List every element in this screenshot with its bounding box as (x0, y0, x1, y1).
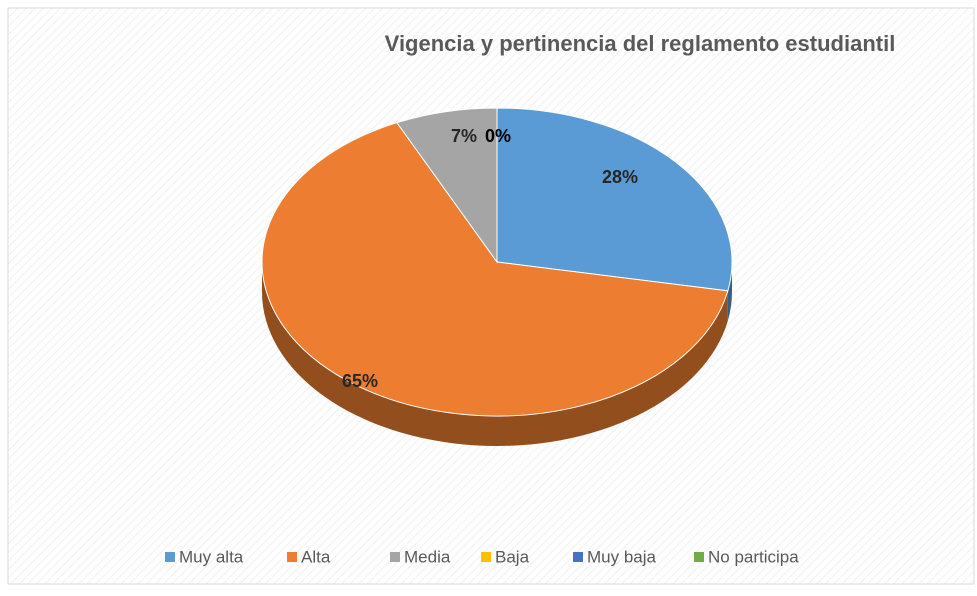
legend-swatch (481, 552, 491, 562)
legend-label: Muy alta (179, 547, 244, 566)
legend-swatch (390, 552, 400, 562)
data-label: 0% (485, 126, 511, 146)
data-label: 7% (451, 126, 477, 146)
slice (261, 122, 729, 417)
data-label: 65% (342, 371, 378, 391)
data-label: 28% (602, 167, 638, 187)
slice-side (262, 262, 728, 446)
legend-label: No participa (708, 547, 799, 566)
legend-label: Muy baja (587, 547, 657, 566)
legend-swatch (165, 552, 175, 562)
legend-swatch (694, 552, 704, 562)
chart-title: Vigencia y pertinencia del reglamento es… (385, 31, 896, 56)
legend-label: Baja (495, 547, 530, 566)
slice (396, 107, 498, 264)
legend-swatch (573, 552, 583, 562)
legend-label: Media (404, 547, 451, 566)
slice (496, 107, 733, 292)
legend-swatch (287, 552, 297, 562)
legend-label: Alta (301, 547, 331, 566)
